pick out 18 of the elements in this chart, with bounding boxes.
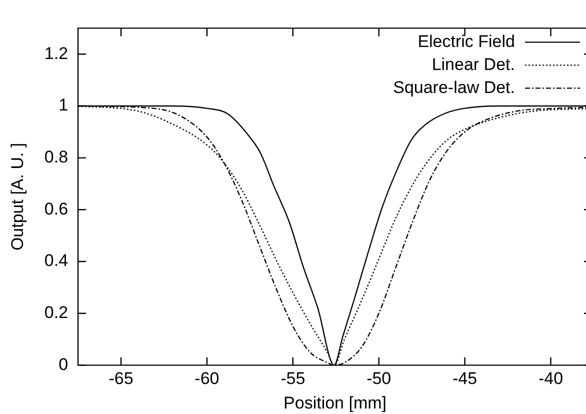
x-tick-label: -60 [194, 369, 220, 388]
y-tick-label: 0 [58, 354, 68, 374]
legend-label: Electric Field [418, 32, 515, 51]
x-tick-label: -40 [538, 369, 564, 388]
legend-label: Square-law Det. [393, 78, 515, 97]
y-tick-label: 1.2 [44, 44, 68, 63]
x-axis-title: Position [mm] [284, 393, 387, 412]
y-tick-label: 1 [58, 96, 68, 115]
x-tick-label: -50 [366, 369, 392, 388]
y-tick-label: 0.6 [44, 199, 68, 218]
y-axis-title: Output [A. U. ] [8, 142, 27, 251]
y-tick-label: 0.4 [44, 251, 68, 270]
legend-label: Linear Det. [432, 54, 515, 74]
x-tick-label: -55 [280, 369, 306, 388]
y-tick-label: 0.2 [44, 303, 68, 322]
y-tick-label: 0.8 [44, 148, 68, 167]
x-tick-label: -45 [452, 369, 478, 388]
x-tick-label: -65 [108, 369, 134, 388]
